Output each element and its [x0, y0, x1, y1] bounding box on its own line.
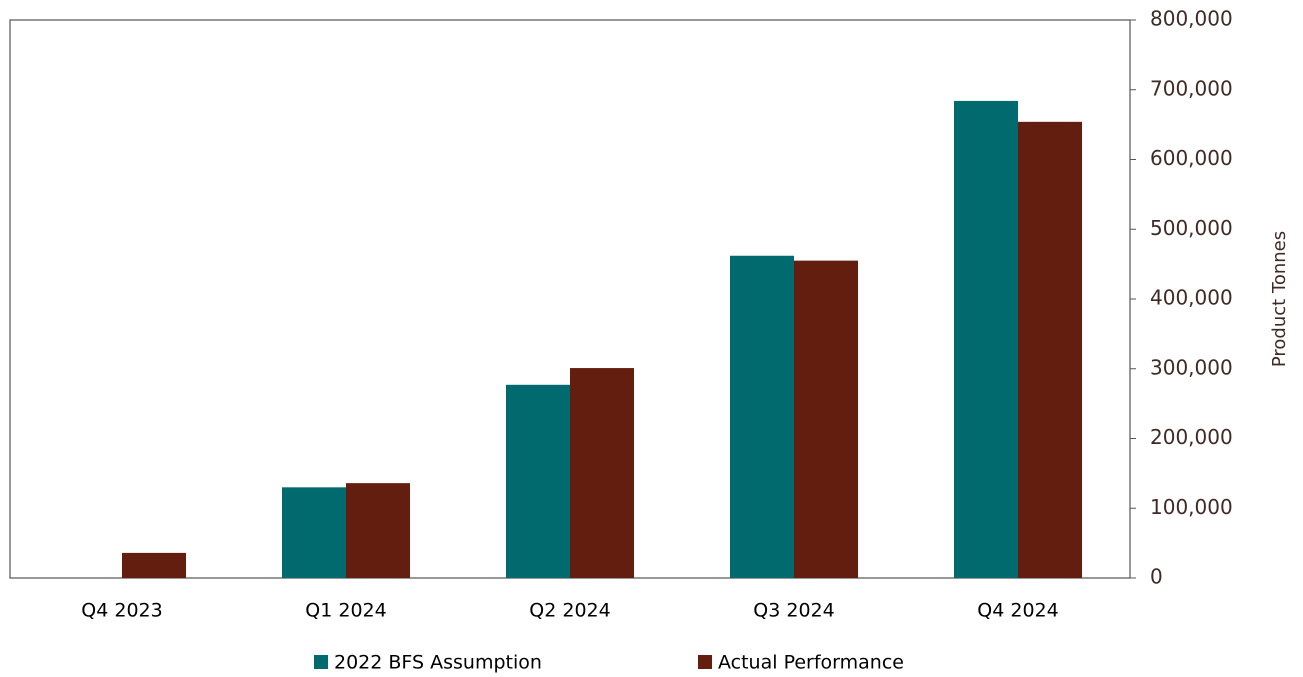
y-tick-label: 100,000 — [1150, 495, 1233, 519]
x-tick-label: Q4 2024 — [977, 600, 1058, 622]
y-tick-label: 500,000 — [1150, 216, 1233, 240]
x-tick-label: Q4 2023 — [81, 600, 162, 622]
bar — [730, 255, 794, 578]
legend-label: Actual Performance — [718, 652, 904, 674]
y-tick-label: 800,000 — [1150, 7, 1233, 31]
bar — [506, 384, 570, 578]
y-tick-label: 200,000 — [1150, 425, 1233, 449]
y-tick-label: 0 — [1150, 565, 1163, 589]
x-tick-label: Q1 2024 — [305, 600, 386, 622]
y-axis-title: Product Tonnes — [1269, 231, 1290, 367]
x-tick-label: Q2 2024 — [529, 600, 610, 622]
bar — [570, 368, 634, 578]
bar — [1018, 121, 1082, 579]
y-tick-label: 600,000 — [1150, 146, 1233, 170]
bar — [122, 552, 186, 578]
legend-swatch — [698, 655, 712, 669]
bar — [954, 100, 1018, 578]
bar — [346, 483, 410, 578]
y-tick-label: 400,000 — [1150, 286, 1233, 310]
y-tick-label: 300,000 — [1150, 355, 1233, 379]
legend-swatch — [314, 655, 328, 669]
y-tick-label: 700,000 — [1150, 76, 1233, 100]
legend-label: 2022 BFS Assumption — [334, 652, 542, 674]
x-tick-label: Q3 2024 — [753, 600, 834, 622]
bar — [794, 260, 858, 578]
bar — [282, 487, 346, 578]
